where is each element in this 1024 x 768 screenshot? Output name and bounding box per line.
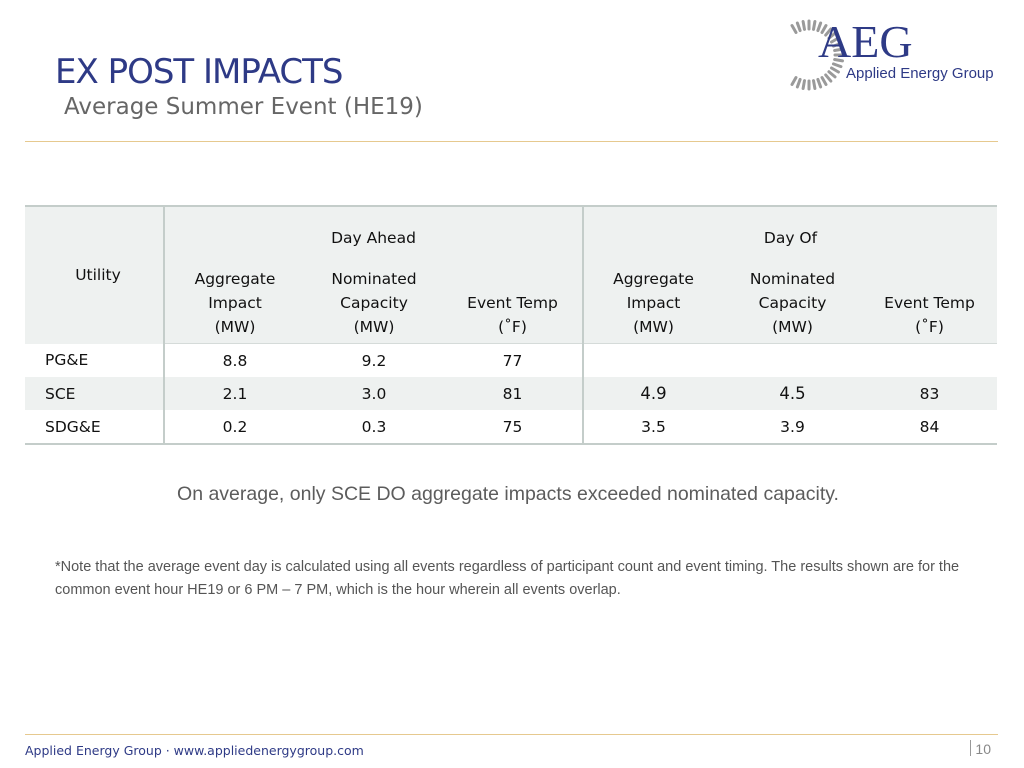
page-number: 10 [970, 739, 991, 759]
page-number-value: 10 [975, 741, 991, 757]
utility-cell: SDG&E [25, 410, 165, 445]
summary-statement: On average, only SCE DO aggregate impact… [177, 483, 839, 505]
logo-ring-dash [833, 47, 844, 52]
column-header-row: Aggregate Impact (MW) Nominated Capacity… [25, 265, 997, 344]
do-aggregate-cell: 3.5 [583, 410, 723, 445]
logo-ring-dash [827, 31, 837, 40]
logo-ring-dash [812, 20, 817, 31]
logo-ring-dash [801, 79, 806, 90]
da-aggregate-impact-header: Aggregate Impact (MW) [164, 265, 305, 344]
header-line: (MW) [772, 318, 813, 336]
do-temp-cell: 83 [862, 377, 997, 410]
logo-ring-dash [816, 21, 823, 33]
da-nominated-cell: 9.2 [361, 351, 387, 370]
logo-ring-dash [801, 20, 806, 31]
header-line: Aggregate [194, 270, 276, 288]
logo-ring-dash [830, 66, 840, 74]
logo-ring-dash [812, 79, 817, 90]
header-line: Impact [626, 294, 681, 312]
header-line: Aggregate [613, 270, 694, 288]
header-line: Event Temp [884, 294, 975, 312]
slide-subtitle: Average Summer Event (HE19) [64, 94, 423, 120]
do-nominated-cell [723, 344, 862, 378]
da-temp-cell: 75 [443, 410, 584, 445]
header-line: (MW) [214, 318, 256, 336]
do-temp-cell [862, 344, 997, 378]
da-aggregate-cell: 0.2 [164, 410, 305, 445]
utility-cell: SCE [25, 377, 165, 410]
table-row: SCE 2.1 3.0 81 4.9 4.5 83 [25, 377, 997, 410]
logo-company-name: Applied Energy Group [846, 65, 994, 82]
do-aggregate-impact-header: Aggregate Impact (MW) [583, 265, 723, 344]
do-nominated-cell: 4.5 [723, 377, 862, 410]
logo-ring-dash [790, 76, 798, 86]
da-aggregate-cell: 8.8 [222, 351, 248, 370]
utility-header: Utility [25, 206, 165, 344]
header-line: Nominated [331, 270, 417, 288]
logo-ring-dash [827, 70, 837, 79]
da-temp-cell: 77 [443, 343, 584, 377]
logo-ring-dash [830, 36, 840, 44]
da-nominated-capacity-header: Nominated Capacity (MW) [305, 265, 443, 344]
do-temp-cell: 84 [862, 410, 997, 445]
header-line: (MW) [353, 318, 395, 336]
logo-ring-dash [790, 24, 798, 34]
header-line: Capacity [340, 294, 408, 312]
da-nominated-cell: 0.3 [305, 410, 443, 445]
logo-ring-dash [833, 58, 844, 63]
header-line: Nominated [749, 270, 836, 288]
footnote: *Note that the average event day is calc… [55, 559, 960, 598]
page-number-divider [970, 740, 972, 756]
header-line: (˚F) [498, 318, 527, 336]
logo-ring-dash [831, 41, 843, 48]
table-row: SDG&E 0.2 0.3 75 3.5 3.9 84 [25, 410, 997, 445]
group-header-row: Utility Day Ahead Day Of [25, 206, 997, 344]
logo-ring-dash [824, 27, 833, 37]
header-line: (˚F) [915, 318, 944, 336]
impacts-table: Utility Day Ahead Day Of Aggregate Impac… [25, 205, 997, 445]
header-line: Capacity [758, 294, 827, 312]
footer-text: Applied Energy Group · www.appliedenergy… [25, 743, 364, 758]
logo-ring-dash [816, 77, 823, 89]
header-divider [25, 141, 998, 142]
footer-divider [25, 734, 998, 735]
logo-ring-dash [820, 24, 828, 34]
aeg-logo: AEG Applied Energy Group [768, 14, 1018, 96]
do-event-temp-header: Event Temp (˚F) [862, 265, 997, 344]
logo-ring-dash [795, 21, 802, 33]
header-line: Event Temp [467, 294, 558, 312]
do-aggregate-cell [583, 344, 723, 378]
header-line: Impact [208, 294, 262, 312]
da-nominated-cell: 3.0 [305, 377, 443, 410]
slide-title: EX POST IMPACTS [55, 52, 343, 92]
logo-ring-dash [824, 73, 833, 83]
utility-cell: PG&E [25, 343, 165, 377]
logo-ring-icon [790, 19, 845, 91]
da-event-temp-header: Event Temp (˚F) [443, 265, 584, 344]
group-day-ahead: Day Ahead [164, 206, 584, 265]
da-aggregate-cell: 2.1 [164, 377, 305, 410]
group-day-of: Day Of [583, 206, 997, 265]
da-temp-cell: 81 [443, 377, 584, 410]
do-nominated-capacity-header: Nominated Capacity (MW) [723, 265, 862, 344]
logo-brand: AEG [818, 16, 913, 67]
logo-ring-dash [831, 62, 843, 69]
do-nominated-cell: 3.9 [723, 410, 862, 445]
logo-ring-dash [795, 77, 802, 89]
do-aggregate-cell: 4.9 [583, 377, 723, 410]
table-row: PG&E 8.8 9.2 77 [25, 343, 997, 378]
logo-ring-dash [820, 76, 828, 86]
header-line: (MW) [633, 318, 674, 336]
